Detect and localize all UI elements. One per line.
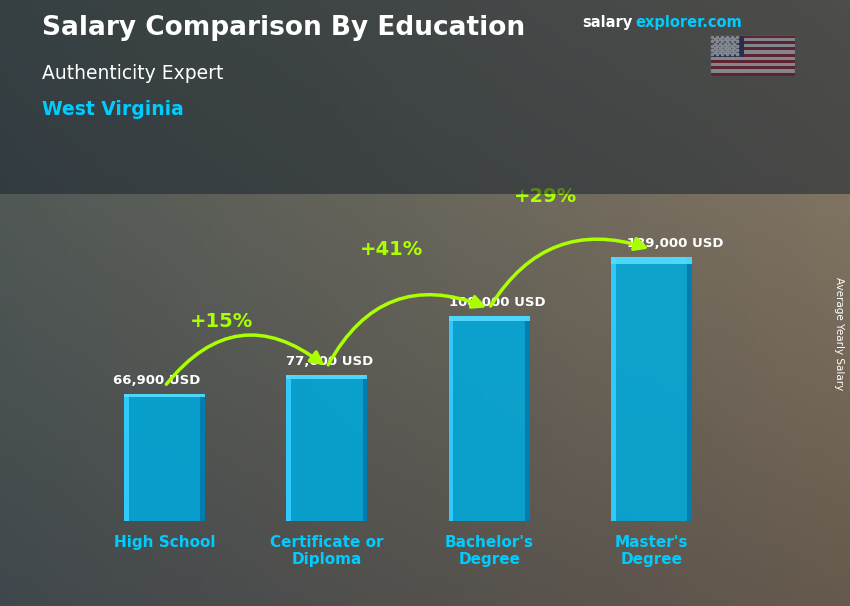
Text: +15%: +15% [190,312,253,331]
Text: explorer.com: explorer.com [635,15,742,30]
Bar [449,316,530,521]
Bar [710,50,795,53]
Bar [710,47,795,50]
Bar [710,60,795,63]
Bar [710,66,795,70]
Text: West Virginia: West Virginia [42,100,184,119]
Bar [710,35,795,76]
Bar [524,316,530,521]
Text: 108,000 USD: 108,000 USD [449,296,545,309]
Bar [710,73,795,76]
Text: 77,000 USD: 77,000 USD [286,355,373,368]
Bar [449,316,453,521]
Text: Salary Comparison By Education: Salary Comparison By Education [42,15,525,41]
Bar [710,41,795,44]
Bar [449,316,530,321]
Text: 66,900 USD: 66,900 USD [113,375,200,387]
Text: Average Yearly Salary: Average Yearly Salary [834,277,844,390]
Bar [710,53,795,57]
Bar [710,44,795,47]
Text: salary: salary [582,15,632,30]
Bar [286,375,292,521]
Bar [710,38,795,41]
Bar [710,35,744,57]
Bar [710,57,795,60]
Bar [611,257,692,264]
Text: +29%: +29% [514,187,577,206]
Bar [611,257,615,521]
Text: 139,000 USD: 139,000 USD [627,238,723,250]
Bar [124,394,205,398]
Bar [286,375,367,379]
Bar [124,394,129,521]
Bar [611,257,692,521]
Bar [710,35,795,38]
Bar [124,394,205,521]
Text: Authenticity Expert: Authenticity Expert [42,64,224,82]
Bar [286,375,367,521]
Text: +41%: +41% [360,240,423,259]
Bar [363,375,367,521]
Bar [710,70,795,73]
Bar [687,257,692,521]
Bar [710,63,795,66]
Bar [201,394,205,521]
